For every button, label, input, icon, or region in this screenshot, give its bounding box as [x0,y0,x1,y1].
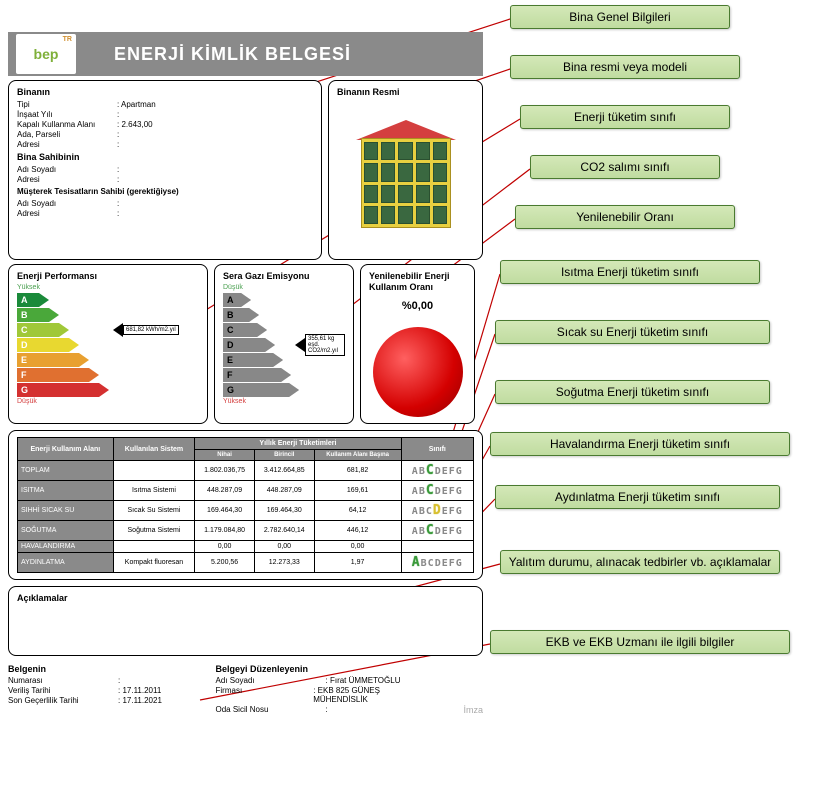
callout-box: Isıtma Enerji tüketim sınıfı [500,260,760,284]
callout-box: Yalıtım durumu, alınacak tedbirler vb. a… [500,550,780,574]
building-image [337,100,474,250]
signature-label: İmza [423,705,483,715]
callout-box: Enerji tüketim sınıfı [520,105,730,129]
consumption-table: Enerji Kullanım Alanı Kullanılan Sistem … [17,437,474,573]
document: bep ENERJİ KİMLİK BELGESİ Binanın TipiAp… [8,32,483,715]
energy-bar-row: A [223,293,345,307]
footer-line: Numarası [8,676,216,685]
energy-bar-row: F [223,368,345,382]
footer-line: Son Geçerlilik Tarihi17.11.2021 [8,696,216,705]
info-line: Adı Soyadı [17,165,313,174]
building-image-panel: Binanın Resmi [328,80,483,260]
renewable-circle [373,327,463,417]
table-row: TOPLAM1.802.036,753.412.664,85681,82 ABC… [18,461,474,481]
consumption-table-panel: Enerji Kullanım Alanı Kullanılan Sistem … [8,430,483,580]
energy-bar-row: D 355,61 kg eşd. CO2/m2.yıl [223,338,345,352]
doc-title: ENERJİ KİMLİK BELGESİ [114,44,351,65]
shared-title: Müşterek Tesisatların Sahibi (gerektiğiy… [17,187,313,196]
callout-box: Yenilenebilir Oranı [515,205,735,229]
owner-title: Bina Sahibinin [17,152,313,162]
footer-line: FirmasıEKB 825 GÜNEŞ MÜHENDİSLİK [216,686,424,704]
footer-title-right: Belgeyi Düzenleyenin [216,664,424,674]
energy-bar-row: A [17,293,199,307]
callout-box: CO2 salımı sınıfı [530,155,720,179]
table-row: SOĞUTMASoğutma Sistemi1.179.084,802.782.… [18,521,474,541]
callout-box: Soğutma Enerji tüketim sınıfı [495,380,770,404]
building-info-panel: Binanın TipiApartmanİnşaat YılıKapalı Ku… [8,80,322,260]
table-row: AYDINLATMAKompakt fluoresan5.200,5612.27… [18,553,474,573]
energy-bar-row: B [223,308,345,322]
energy-performance-panel: Enerji Performansı Yüksek A B C 681,82 k… [8,264,208,424]
callout-box: Bina resmi veya modeli [510,55,740,79]
info-line: Adresi [17,140,313,149]
info-line: Adı Soyadı [17,199,313,208]
table-row: HAVALANDIRMA0,000,000,00 [18,541,474,553]
doc-footer: Belgenin NumarasıVeriliş Tarihi17.11.201… [8,664,483,715]
energy-bar-row: C 681,82 kWh/m2.yıl [17,323,199,337]
info-line: Adresi [17,175,313,184]
info-line: TipiApartman [17,100,313,109]
energy-bar-row: G [17,383,199,397]
table-row: ISITMAIsıtma Sistemi448.287,09448.287,09… [18,481,474,501]
footer-line: Veriliş Tarihi17.11.2011 [8,686,216,695]
logo: bep [16,34,76,74]
panel-title-yen2: Kullanım Oranı [369,282,466,292]
callout-box: Havalandırma Enerji tüketim sınıfı [490,432,790,456]
table-row: SIHHİ SICAK SUSıcak Su Sistemi169.464,30… [18,501,474,521]
energy-bar-row: B [17,308,199,322]
renewable-panel: Yenilenebilir Enerji Kullanım Oranı %0,0… [360,264,475,424]
energy-bar-row: G [223,383,345,397]
panel-title-yen1: Yenilenebilir Enerji [369,271,466,281]
callout-box: Bina Genel Bilgileri [510,5,730,29]
energy-bar-row: D [17,338,199,352]
info-line: Adresi [17,209,313,218]
renewable-pct: %0,00 [369,300,466,312]
energy-bar-row: E [223,353,345,367]
info-line: İnşaat Yılı [17,110,313,119]
panel-title-perf: Enerji Performansı [17,271,199,281]
doc-header: bep ENERJİ KİMLİK BELGESİ [8,32,483,76]
panel-title-emis: Sera Gazı Emisyonu [223,271,345,281]
info-line: Kapalı Kullanma Alanı2.643,00 [17,120,313,129]
panel-title-resmi: Binanın Resmi [337,87,474,97]
info-line: Ada, Parseli [17,130,313,139]
callout-box: EKB ve EKB Uzmanı ile ilgili bilgiler [490,630,790,654]
panel-title-binanin: Binanın [17,87,313,97]
callout-box: Aydınlatma Enerji tüketim sınıfı [495,485,780,509]
energy-bar-row: E [17,353,199,367]
pointer: 681,82 kWh/m2.yıl [113,323,179,337]
callout-box: Sıcak su Enerji tüketim sınıfı [495,320,770,344]
footer-line: Oda Sicil Nosu [216,705,424,714]
energy-bar-row: F [17,368,199,382]
panel-title-acik: Açıklamalar [17,593,474,603]
emission-panel: Sera Gazı Emisyonu Düşük A B C D 355,61 … [214,264,354,424]
notes-panel: Açıklamalar [8,586,483,656]
footer-title-left: Belgenin [8,664,216,674]
footer-line: Adı SoyadıFırat ÜMMETOĞLU [216,676,424,685]
